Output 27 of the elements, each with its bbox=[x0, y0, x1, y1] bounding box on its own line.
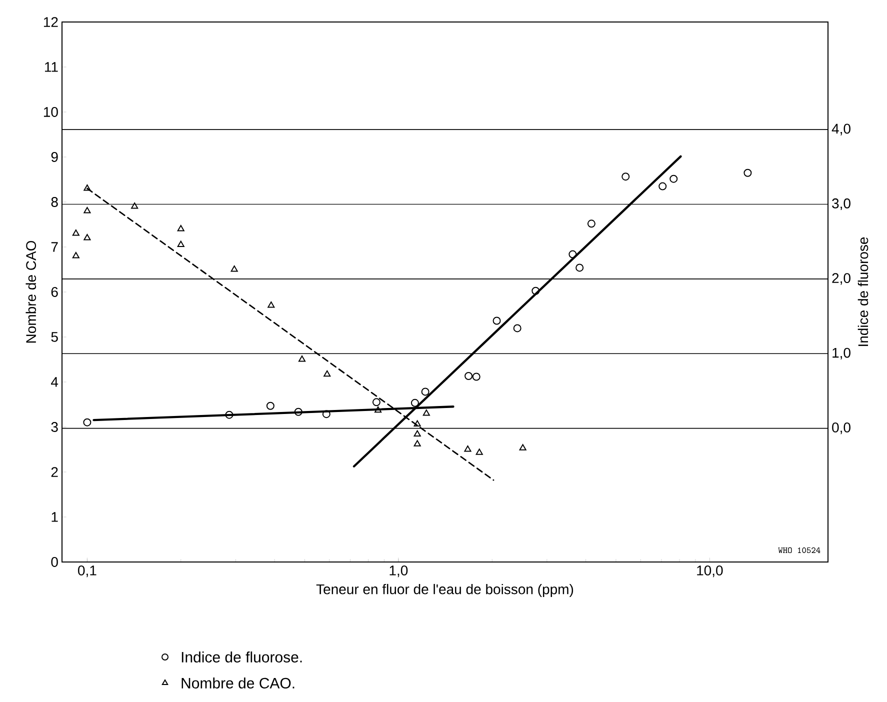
y2-axis-title: Indice de fluorose bbox=[858, 237, 868, 346]
legend-label: Nombre de CAO. bbox=[182, 677, 294, 688]
y-tick-label: 7 bbox=[51, 242, 58, 252]
y-tick-label: 2 bbox=[51, 467, 58, 477]
y2-tick-label: 1,0 bbox=[832, 348, 850, 360]
y-tick-label: 0 bbox=[51, 557, 58, 567]
y-tick-label: 11 bbox=[45, 62, 58, 72]
y-tick-label: 3 bbox=[51, 422, 58, 432]
y-axis-title: Nombre de CAO bbox=[26, 240, 36, 343]
annotation: WHO 10524 bbox=[778, 547, 820, 554]
y-tick-label: 8 bbox=[51, 197, 58, 207]
y-tick-label: 12 bbox=[44, 17, 58, 27]
x-tick-label: 10,0 bbox=[697, 566, 723, 578]
y2-tick-label: 0,0 bbox=[832, 422, 850, 434]
y-tick-label: 6 bbox=[51, 287, 58, 297]
y2-tick-label: 4,0 bbox=[832, 124, 850, 136]
y2-tick-label: 2,0 bbox=[832, 273, 850, 285]
y-tick-label: 1 bbox=[52, 512, 58, 522]
y-tick-label: 4 bbox=[51, 377, 58, 387]
legend-label: Indice de fluorose. bbox=[182, 651, 302, 662]
x-tick-label: 0,1 bbox=[78, 566, 96, 578]
y-tick-label: 9 bbox=[51, 152, 58, 162]
y-tick-label: 5 bbox=[51, 332, 58, 342]
x-axis-title: Teneur en fluor de l'eau de boisson (ppm) bbox=[316, 584, 574, 597]
y2-tick-label: 3,0 bbox=[832, 198, 850, 210]
x-tick-label: 1,0 bbox=[390, 566, 408, 578]
y-tick-label: 10 bbox=[44, 107, 58, 117]
